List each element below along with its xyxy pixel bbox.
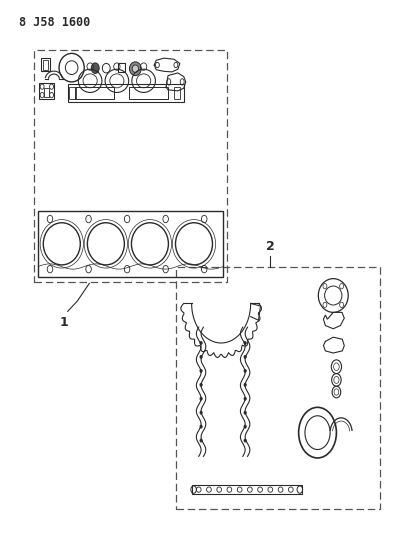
Ellipse shape: [244, 411, 246, 414]
Ellipse shape: [244, 356, 246, 359]
Text: 1: 1: [59, 316, 68, 329]
Ellipse shape: [200, 397, 202, 400]
Ellipse shape: [132, 65, 138, 72]
Bar: [41, 58, 50, 71]
Bar: [69, 87, 75, 99]
Ellipse shape: [200, 342, 202, 344]
Bar: [43, 60, 48, 70]
Ellipse shape: [200, 439, 202, 442]
Bar: [118, 63, 125, 72]
Text: 8 J58 1600: 8 J58 1600: [18, 16, 90, 29]
Ellipse shape: [200, 369, 202, 373]
Bar: [192, 485, 302, 494]
Ellipse shape: [244, 383, 246, 386]
Ellipse shape: [200, 425, 202, 428]
Bar: [129, 87, 168, 99]
Bar: [38, 211, 223, 277]
Ellipse shape: [244, 439, 246, 442]
Ellipse shape: [244, 397, 246, 400]
Ellipse shape: [200, 411, 202, 414]
Text: 2: 2: [266, 240, 275, 253]
Ellipse shape: [200, 383, 202, 386]
Bar: [44, 88, 49, 96]
Ellipse shape: [244, 425, 246, 428]
Bar: [75, 87, 114, 99]
Bar: [40, 83, 54, 99]
Ellipse shape: [200, 356, 202, 359]
Ellipse shape: [129, 62, 141, 76]
Ellipse shape: [244, 342, 246, 344]
Bar: [68, 84, 184, 102]
Bar: [174, 87, 180, 99]
Ellipse shape: [244, 369, 246, 373]
Ellipse shape: [91, 63, 99, 74]
